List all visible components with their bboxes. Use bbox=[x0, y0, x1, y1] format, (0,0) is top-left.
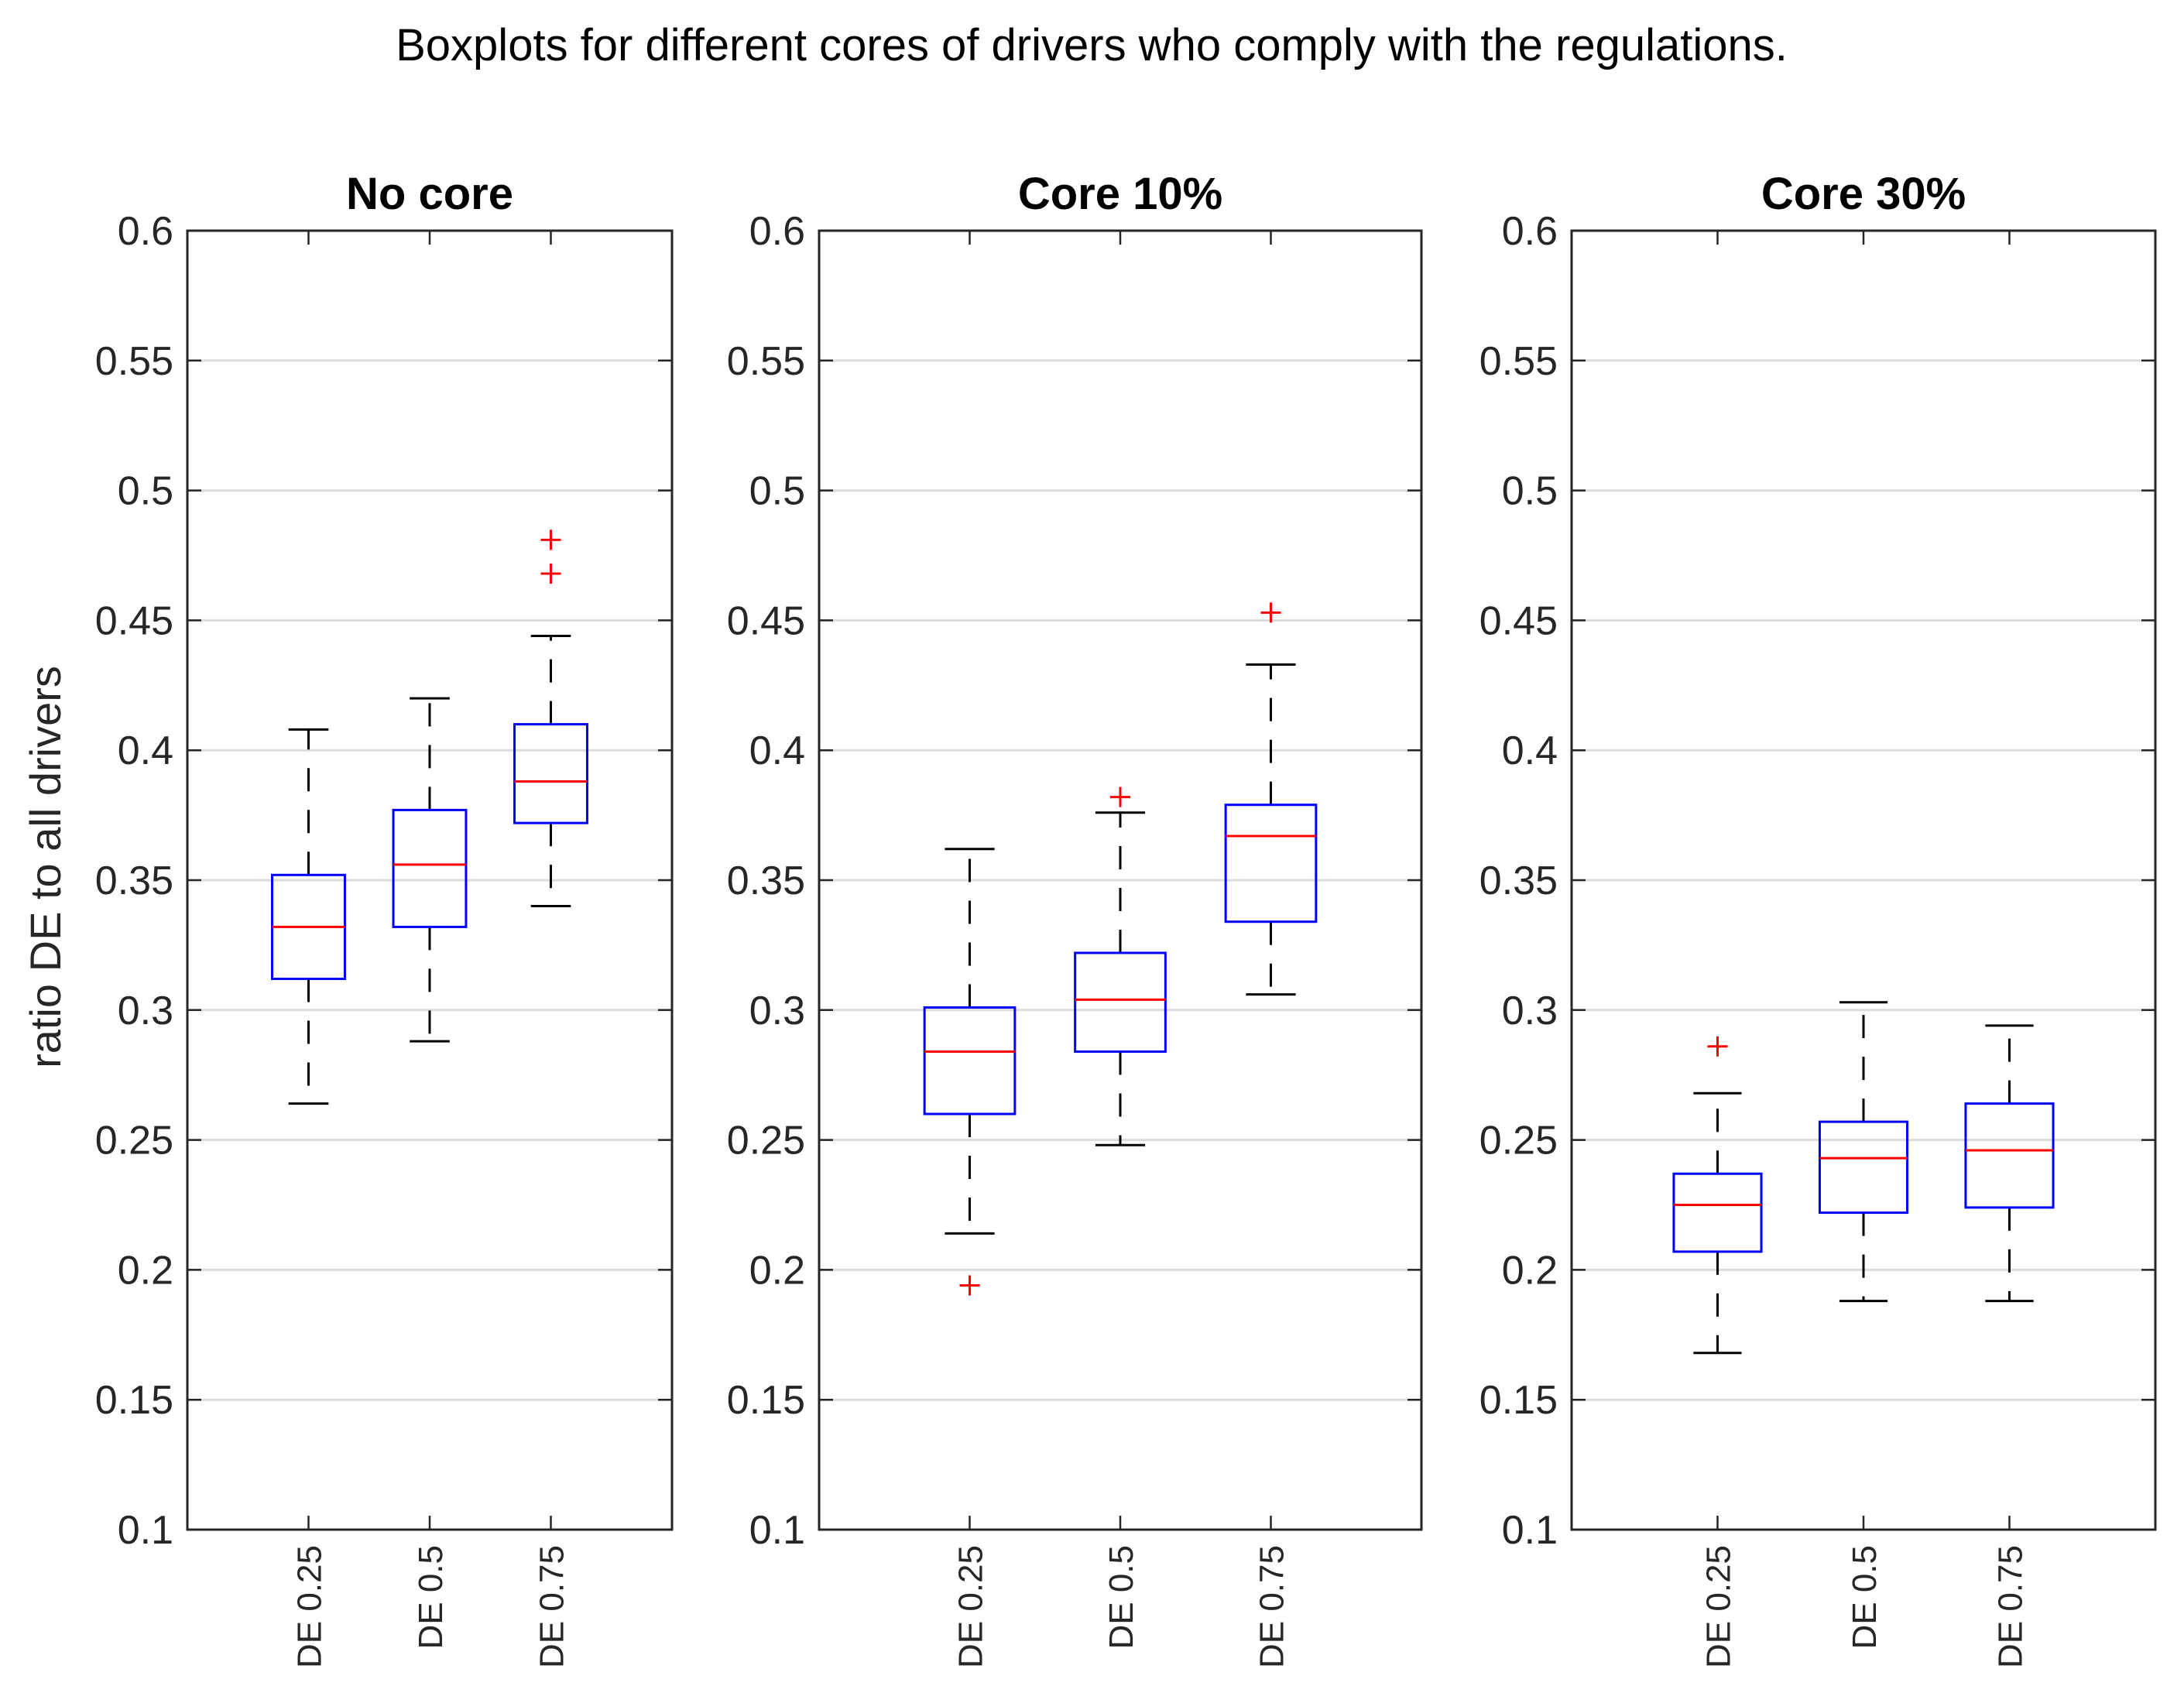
outlier-marker bbox=[1707, 1036, 1728, 1057]
y-axis-label: ratio DE to all drivers bbox=[21, 666, 70, 1068]
outlier-marker bbox=[540, 529, 561, 550]
y-tick-label: 0.55 bbox=[1479, 339, 1558, 384]
x-tick-label: DE 0.25 bbox=[291, 1545, 329, 1668]
axes-frame bbox=[1570, 229, 2157, 1531]
x-tick-label: DE 0.5 bbox=[412, 1545, 450, 1650]
outlier-marker bbox=[1260, 602, 1281, 623]
box-de-0-25 bbox=[271, 728, 346, 1105]
panel-title: Core 10% bbox=[1018, 169, 1222, 219]
outlier-marker bbox=[540, 563, 561, 584]
y-tick-label: 0.1 bbox=[118, 1508, 173, 1553]
iqr-box bbox=[1818, 1120, 1909, 1215]
x-tick-label: DE 0.5 bbox=[1102, 1545, 1140, 1650]
y-tick-label: 0.1 bbox=[749, 1508, 805, 1553]
x-tick-label: DE 0.25 bbox=[952, 1545, 990, 1668]
y-tick-label: 0.5 bbox=[1502, 469, 1558, 514]
y-tick-label: 0.55 bbox=[95, 339, 173, 384]
y-tick-label: 0.6 bbox=[118, 209, 173, 254]
iqr-box bbox=[1074, 951, 1167, 1053]
box-de-0-25 bbox=[923, 848, 1017, 1296]
x-tick-label: DE 0.75 bbox=[1253, 1545, 1291, 1668]
axes-frame bbox=[818, 229, 1423, 1531]
box-de-0-5 bbox=[1818, 1001, 1909, 1303]
y-tick-label: 0.6 bbox=[1502, 209, 1558, 254]
y-tick-label: 0.2 bbox=[118, 1248, 173, 1293]
y-tick-label: 0.3 bbox=[1502, 989, 1558, 1033]
y-tick-label: 0.35 bbox=[1479, 858, 1558, 903]
y-tick-label: 0.15 bbox=[1479, 1378, 1558, 1423]
y-tick-label: 0.45 bbox=[727, 598, 805, 643]
panel-3: 0.1 0.15 0.2 0.25 0.3 0.35 0.4 0.45 0.5 0.55 0.6 DE… bbox=[1479, 169, 2157, 1668]
y-tick-label: 0.35 bbox=[727, 858, 805, 903]
x-tick-label: DE 0.75 bbox=[1992, 1545, 2030, 1668]
y-tick-label: 0.55 bbox=[727, 339, 805, 384]
iqr-box bbox=[1224, 804, 1318, 924]
box-de-0-5 bbox=[1074, 786, 1167, 1146]
y-tick-label: 0.6 bbox=[749, 209, 805, 254]
panel-1: 0.1 0.15 0.2 0.25 0.3 0.35 0.4 0.45 0.5 0.55 0.6 DE… bbox=[95, 169, 674, 1668]
y-tick-label: 0.25 bbox=[1479, 1119, 1558, 1163]
outlier-marker bbox=[1110, 786, 1130, 807]
y-tick-label: 0.2 bbox=[1502, 1248, 1558, 1293]
panel-title: No core bbox=[346, 169, 513, 219]
y-tick-label: 0.1 bbox=[1502, 1508, 1558, 1553]
iqr-box bbox=[513, 723, 588, 824]
box-de-0-75 bbox=[1224, 602, 1318, 996]
figure-suptitle: Boxplots for different cores of drivers … bbox=[396, 20, 1788, 70]
y-tick-label: 0.45 bbox=[1479, 598, 1558, 643]
y-tick-label: 0.5 bbox=[749, 469, 805, 514]
x-tick-label: DE 0.75 bbox=[533, 1545, 571, 1668]
iqr-box bbox=[1964, 1102, 2055, 1209]
y-tick-label: 0.35 bbox=[95, 858, 173, 903]
panel-2: 0.1 0.15 0.2 0.25 0.3 0.35 0.4 0.45 0.5 0.55 0.6 DE… bbox=[727, 169, 1423, 1668]
y-tick-label: 0.15 bbox=[95, 1378, 173, 1423]
y-tick-label: 0.25 bbox=[727, 1119, 805, 1163]
y-tick-label: 0.45 bbox=[95, 598, 173, 643]
y-tick-label: 0.2 bbox=[749, 1248, 805, 1293]
box-de-0-75 bbox=[513, 529, 588, 908]
box-de-0-5 bbox=[392, 697, 468, 1043]
y-tick-label: 0.3 bbox=[118, 989, 173, 1033]
panel-title: Core 30% bbox=[1761, 169, 1966, 219]
iqr-box bbox=[1672, 1172, 1763, 1253]
y-tick-label: 0.4 bbox=[749, 728, 805, 773]
y-tick-label: 0.5 bbox=[118, 469, 173, 514]
iqr-box bbox=[392, 808, 468, 928]
iqr-box bbox=[923, 1006, 1017, 1115]
x-tick-label: DE 0.5 bbox=[1846, 1545, 1884, 1650]
y-tick-label: 0.4 bbox=[1502, 728, 1558, 773]
axes-frame bbox=[186, 229, 674, 1531]
outlier-marker bbox=[959, 1275, 980, 1296]
x-tick-label: DE 0.25 bbox=[1700, 1545, 1738, 1668]
y-tick-label: 0.4 bbox=[118, 728, 173, 773]
box-de-0-25 bbox=[1672, 1036, 1763, 1355]
panels-group: 0.1 0.15 0.2 0.25 0.3 0.35 0.4 0.45 0.5 0.55 0.6 DE… bbox=[95, 169, 2157, 1668]
box-de-0-75 bbox=[1964, 1024, 2055, 1303]
y-tick-label: 0.3 bbox=[749, 989, 805, 1033]
y-tick-label: 0.15 bbox=[727, 1378, 805, 1423]
y-tick-label: 0.25 bbox=[95, 1119, 173, 1163]
